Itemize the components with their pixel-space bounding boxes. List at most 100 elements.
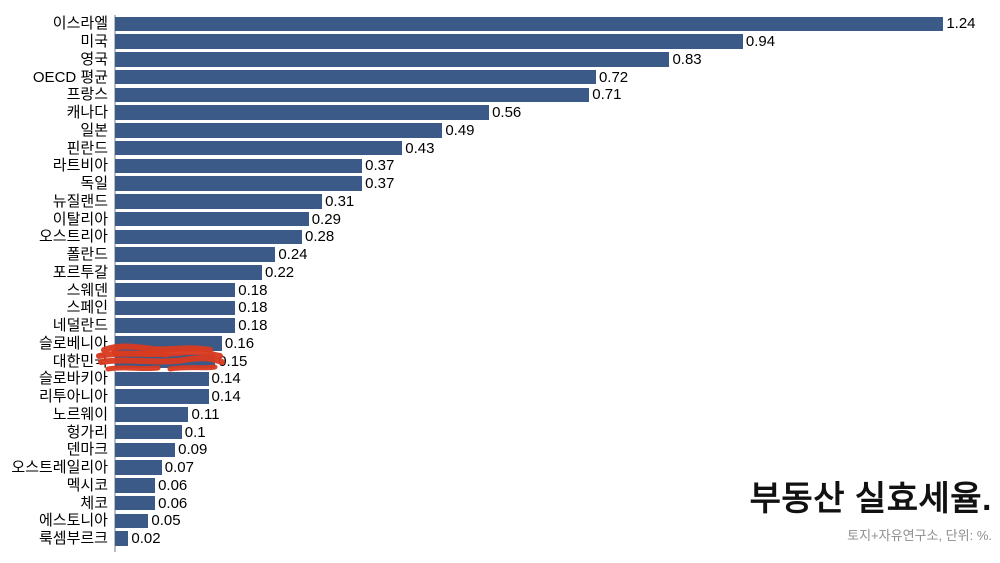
category-label: 이탈리아 <box>52 210 108 228</box>
value-label: 0.72 <box>598 68 629 86</box>
value-label: 0.31 <box>325 192 355 210</box>
bar-row: 이탈리아 0.29 <box>0 210 1000 228</box>
category-label: 헝가리 <box>66 423 108 441</box>
bar-track: 0.18 <box>115 299 1000 317</box>
bar <box>115 229 303 245</box>
bar <box>115 300 236 316</box>
bar-track: 0.15 <box>115 354 1000 369</box>
value-label: 0.02 <box>131 530 161 548</box>
chart-title: 부동산 실효세율. <box>749 479 992 518</box>
bar-track: 0.14 <box>115 389 1000 404</box>
bar-track: 0.72 <box>115 70 1000 85</box>
value-label: 0.22 <box>264 263 295 281</box>
bar-track: 0.37 <box>115 176 1000 191</box>
bar <box>115 371 209 387</box>
bar <box>115 105 490 120</box>
bar <box>115 460 162 475</box>
value-label: 0.11 <box>191 405 220 423</box>
bar-row: 영국 0.83 <box>0 51 1000 69</box>
bar-track: 0.07 <box>115 460 1000 475</box>
bar-row: 룩셈부르크 0.02 <box>0 530 1000 548</box>
bar-row: 노르웨이 0.11 <box>0 406 1000 424</box>
value-label: 0.18 <box>238 281 268 299</box>
bar-row: 덴마크 0.09 <box>0 441 1000 459</box>
bar-row: 스페인 0.18 <box>0 299 1000 317</box>
category-label: 체코 <box>80 494 108 512</box>
bar-track: 0.02 <box>115 531 1000 546</box>
value-label: 0.06 <box>158 476 188 494</box>
value-label: 0.28 <box>305 228 335 246</box>
bar-track: 0.18 <box>115 283 1000 298</box>
bar-row: 핀란드 0.43 <box>0 139 1000 157</box>
bar <box>115 69 596 85</box>
bar-track: 0.83 <box>115 52 1000 67</box>
bar <box>115 140 403 156</box>
category-label: OECD 평균 <box>32 68 108 86</box>
category-label: 포르투갈 <box>52 263 108 281</box>
bar-track: 0.22 <box>115 265 1000 280</box>
value-label: 0.49 <box>445 121 475 139</box>
bar-row: 슬로바키아 0.14 <box>0 370 1000 388</box>
bar-row: 스웨덴 0.18 <box>0 281 1000 299</box>
bar-row: OECD 평균 0.72 <box>0 68 1000 86</box>
value-label: 0.09 <box>178 441 208 459</box>
bar-row: 대한민국 0.15 <box>0 352 1000 370</box>
bar <box>115 176 363 191</box>
category-label: 스페인 <box>66 299 108 317</box>
category-label: 핀란드 <box>66 139 108 157</box>
bar-row: 뉴질랜드 0.31 <box>0 193 1000 211</box>
bar-track: 0.06 <box>115 496 1000 511</box>
bar <box>115 513 149 529</box>
value-label: 0.05 <box>151 512 181 530</box>
bar-row: 헝가리 0.1 <box>0 423 1000 441</box>
bar-row: 프랑스 0.71 <box>0 86 1000 104</box>
bar-track: 0.11 <box>115 407 1000 422</box>
category-label: 대한민국 <box>52 352 108 370</box>
bar <box>115 16 944 32</box>
bar-track: 0.06 <box>115 478 1000 493</box>
category-label: 라트비아 <box>52 157 108 175</box>
value-label: 0.06 <box>158 494 188 512</box>
bar-chart: 이스라엘 1.24 미국 0.94 영국 0.83 OECD 평균 0.72 프… <box>0 15 1000 548</box>
bar-row: 독일 0.37 <box>0 175 1000 193</box>
bar <box>115 318 236 333</box>
title-block: 부동산 실효세율. 토지+자유연구소, 단위: %. <box>749 479 992 543</box>
bar-track: 0.43 <box>115 141 1000 156</box>
category-label: 룩셈부르크 <box>38 530 108 548</box>
value-label: 0.18 <box>238 299 268 317</box>
bar-track: 0.14 <box>115 371 1000 387</box>
category-label: 오스트리아 <box>38 228 108 246</box>
value-label: 0.24 <box>278 246 308 264</box>
bar-track: 0.31 <box>115 194 1000 209</box>
category-label: 멕시코 <box>66 476 108 494</box>
bar-row: 멕시코 0.06 <box>0 477 1000 495</box>
category-label: 슬로베니아 <box>38 334 108 352</box>
bar-row: 라트비아 0.37 <box>0 157 1000 175</box>
bar-track: 0.16 <box>115 336 1000 351</box>
bar-track: 0.24 <box>115 247 1000 262</box>
bar <box>115 495 156 511</box>
category-label: 이스라엘 <box>52 15 108 33</box>
bar <box>115 424 182 440</box>
category-label: 뉴질랜드 <box>52 192 108 210</box>
bar <box>115 194 323 209</box>
chart-source-note: 토지+자유연구소, 단위: %. <box>847 528 992 543</box>
bar <box>115 282 236 298</box>
value-label: 0.07 <box>164 459 194 477</box>
category-label: 네덜란드 <box>52 317 108 335</box>
bar-track: 0.94 <box>115 34 1000 49</box>
value-label: 0.94 <box>745 33 776 51</box>
value-label: 0.83 <box>672 50 702 68</box>
bar <box>115 265 262 280</box>
bar-row: 오스트리아 0.28 <box>0 228 1000 246</box>
value-label: 0.1 <box>184 423 206 441</box>
bar-track: 0.05 <box>115 512 1000 530</box>
value-label: 1.24 <box>946 15 976 33</box>
bar <box>115 389 209 404</box>
bar <box>115 353 216 369</box>
category-label: 스웨덴 <box>66 281 108 299</box>
value-label: 0.37 <box>365 175 395 193</box>
category-label: 슬로바키아 <box>38 370 108 388</box>
category-label: 프랑스 <box>66 86 108 104</box>
bar <box>115 442 176 458</box>
